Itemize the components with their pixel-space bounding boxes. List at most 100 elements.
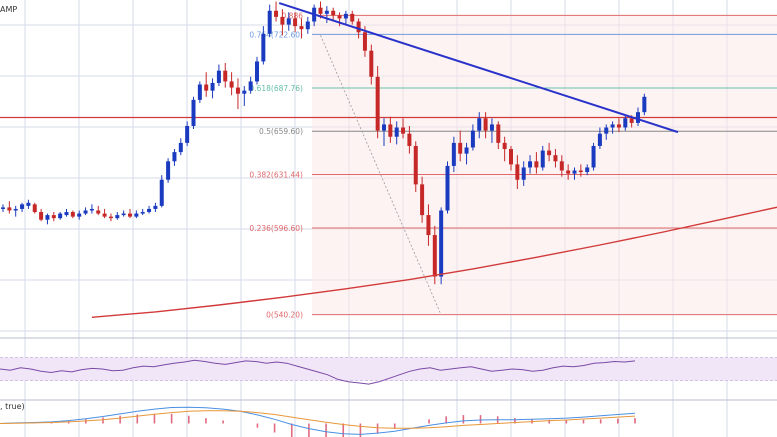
candle-body [636, 112, 640, 123]
candle-body [394, 127, 399, 137]
rsi-line [0, 359, 636, 385]
candle-body [115, 215, 120, 219]
candle-body [413, 145, 418, 185]
candle-body [616, 124, 621, 128]
candle-body [51, 215, 56, 219]
candle-body [20, 204, 25, 209]
candle-body [629, 118, 634, 123]
candle-body [140, 212, 145, 214]
candle-body [39, 212, 44, 220]
candle-body [445, 165, 450, 211]
candle-body [350, 13, 355, 22]
fibonacci-level-label: 0.382(631.44) [249, 170, 303, 179]
candlesticks [1, 1, 647, 285]
macd-line [0, 406, 636, 435]
candle-body [172, 152, 177, 162]
candle-body [509, 149, 513, 165]
candle-body [210, 82, 215, 91]
candle-body [45, 215, 50, 220]
candle-body [261, 33, 266, 62]
candle-body [343, 13, 348, 19]
fibonacci-levels: 0(540.20) 0.236(596.60) 0.382(631.44) 0.5(6… [249, 11, 777, 320]
candle-body [178, 142, 183, 153]
candle-body [204, 84, 209, 91]
candle-body [483, 118, 488, 131]
candle-body [267, 10, 272, 34]
candle-body [578, 170, 583, 173]
candle-body [13, 208, 18, 211]
candle-body [121, 213, 126, 216]
candle-body [7, 207, 12, 211]
candle-body [470, 130, 475, 148]
candle-body [534, 161, 539, 168]
candle-body [591, 145, 596, 168]
candle-body [70, 212, 75, 217]
candle-body [274, 10, 279, 17]
fibonacci-level-label: 0.618(687.76) [249, 84, 303, 93]
candle-body [96, 210, 101, 214]
candle-body [166, 161, 171, 180]
candle-body [515, 164, 520, 180]
candle-body [280, 16, 285, 25]
candle-body [58, 213, 63, 219]
candle-body [153, 205, 158, 209]
candle-body [540, 150, 545, 168]
candle-body [521, 167, 526, 180]
candle-body [255, 61, 259, 82]
candle-body [356, 21, 361, 33]
candle-body [159, 179, 164, 206]
candle-body [407, 133, 412, 146]
candle-body [331, 10, 336, 16]
candle-body [489, 124, 494, 131]
candle-body [223, 70, 228, 82]
candle-body [64, 212, 69, 216]
fibonacci-level-label: 0.764(722.60) [249, 30, 303, 39]
candle-body [108, 216, 113, 219]
candle-body [451, 142, 456, 166]
candle-body [242, 90, 247, 94]
candle-body [502, 142, 507, 150]
candle-body [604, 127, 609, 134]
candle-body [566, 170, 571, 174]
candle-body [388, 124, 393, 137]
candle-body [337, 15, 342, 19]
candle-body [458, 142, 463, 154]
candle-body [324, 10, 329, 14]
candle-body [299, 26, 304, 30]
candle-body [26, 202, 31, 206]
candle-body [369, 50, 374, 77]
candle-body [197, 84, 202, 100]
rsi-band [0, 357, 777, 381]
candle-body [420, 184, 425, 216]
candle-body [382, 124, 386, 131]
candle-body [32, 204, 37, 213]
candle-body [623, 118, 628, 128]
candle-body [235, 87, 240, 94]
candle-body [286, 18, 291, 25]
candle-body [559, 161, 564, 171]
candle-body [362, 32, 367, 51]
candle-body [83, 210, 88, 214]
macd-label: , true) [0, 402, 25, 411]
candle-body [432, 235, 437, 277]
candle-body [305, 21, 310, 30]
fibonacci-level-label: 0.236(596.60) [249, 224, 303, 233]
moving-average-line [91, 206, 777, 318]
candle-body [128, 213, 132, 217]
candle-body [642, 96, 647, 113]
fibonacci-level-label: 0.886 [282, 11, 304, 20]
candle-body [464, 147, 469, 154]
macd-signal-line [0, 410, 636, 429]
candle-body [496, 124, 501, 143]
candle-body [426, 215, 431, 236]
candle-body [216, 70, 221, 83]
candle-body [572, 170, 577, 174]
symbol-label: AMP [0, 5, 17, 14]
candle-body [401, 127, 406, 134]
fibonacci-diagonal [320, 35, 442, 316]
candle-body [185, 125, 190, 143]
candle-body [547, 150, 552, 156]
candle-body [553, 155, 558, 162]
candle-body [134, 213, 139, 217]
